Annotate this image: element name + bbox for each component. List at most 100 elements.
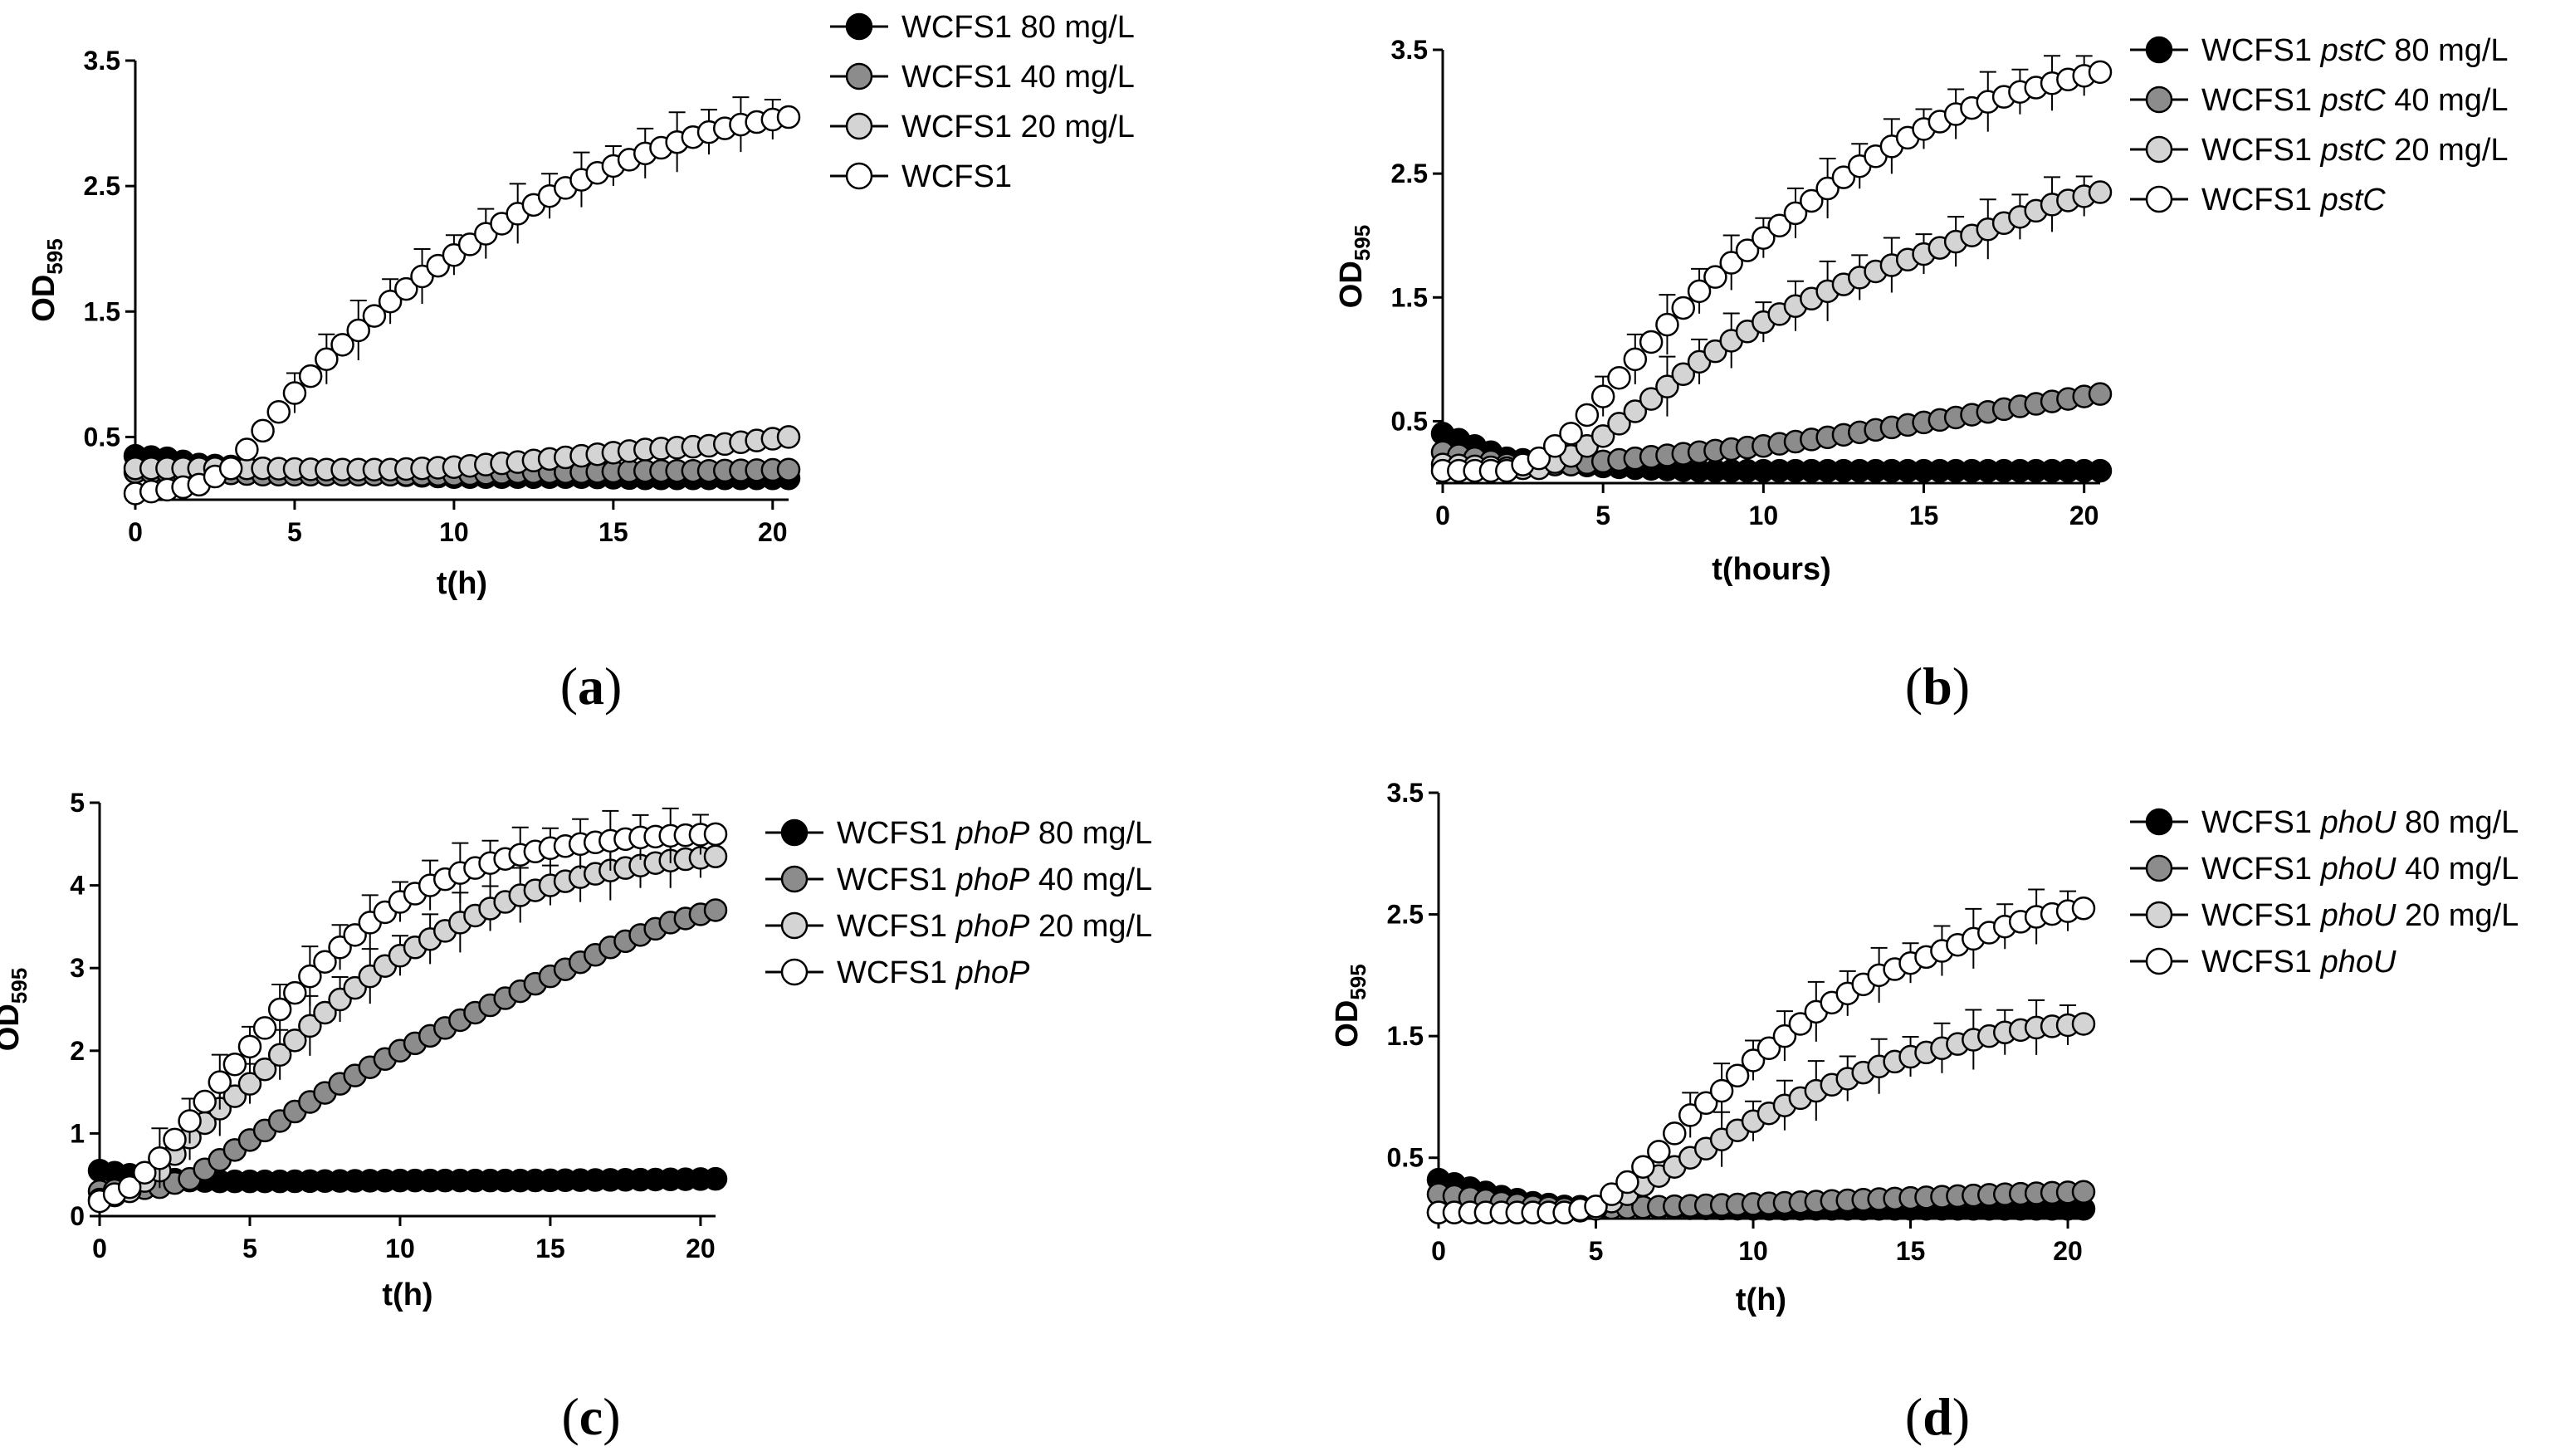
data-point	[313, 1000, 337, 1025]
chart-d: 0.5 1.5 2.5 3.5 0 5 10 15 20 t(h) OD595 WCFS1 phoU …	[1330, 778, 2519, 1317]
legend-item-control: WCFS1 pstC	[2130, 183, 2386, 217]
data-point	[282, 381, 307, 405]
data-point	[1575, 403, 1600, 428]
data-point	[776, 425, 801, 449]
legend-label: WCFS1 40 mg/L	[901, 60, 1135, 95]
panel-label-a: (a)	[560, 657, 623, 716]
legend-item-control: WCFS1 phoP	[765, 955, 1030, 990]
x-tick-label: 10	[439, 517, 469, 547]
legend-item-80: WCFS1 80 mg/L	[830, 10, 1135, 45]
y-tick-label: 0.5	[84, 422, 120, 452]
x-tick-label: 10	[1738, 1236, 1768, 1266]
y-tick-label: 5	[70, 788, 85, 818]
y-axis-label: OD595	[27, 238, 67, 321]
y-tick-label: 2.5	[1391, 159, 1428, 188]
y-tick-label: 4	[70, 871, 85, 901]
y-tick-label: 2.5	[84, 171, 120, 201]
legend-item-20: WCFS1 phoU 20 mg/L	[2130, 898, 2519, 933]
data-point	[315, 347, 339, 371]
data-point	[237, 1072, 262, 1096]
series-control	[123, 96, 801, 506]
data-point	[193, 1089, 217, 1114]
data-point	[1725, 1063, 1750, 1088]
data-point	[362, 304, 387, 328]
x-axis-label: t(h)	[382, 1278, 432, 1312]
y-tick-label: 0	[70, 1201, 85, 1231]
x-tick-label: 20	[2053, 1236, 2083, 1266]
legend-label: WCFS1 phoU 40 mg/L	[2201, 852, 2519, 887]
data-point	[1741, 1048, 1766, 1072]
data-point	[1678, 1103, 1703, 1127]
y-axis-label: OD595	[0, 968, 32, 1051]
data-point	[1831, 165, 1856, 189]
data-point	[252, 1057, 277, 1082]
y-tick-label: 3	[70, 953, 85, 983]
data-point	[251, 418, 275, 443]
legend-item-20: WCFS1 pstC 20 mg/L	[2130, 133, 2509, 168]
data-point	[330, 333, 354, 357]
data-point	[1647, 1140, 1671, 1164]
x-tick-label: 0	[92, 1234, 107, 1263]
data-point	[1687, 279, 1712, 304]
panel-label-c: (c)	[561, 1387, 620, 1446]
y-tick-label: 1.5	[84, 296, 120, 326]
legend-marker	[2145, 185, 2173, 213]
legend-label: WCFS1 20 mg/L	[901, 110, 1135, 144]
chart-a: 0.5 1.5 2.5 3.5 0 5 10 15 20 t(h) OD595 WCFS1 80 mg…	[27, 10, 1135, 601]
data-point	[235, 437, 259, 462]
legend-marker	[845, 12, 873, 41]
panel-label-b: (b)	[1905, 657, 1970, 716]
data-point	[1639, 387, 1664, 411]
y-tick-label: 1	[70, 1118, 85, 1148]
panel-label-d: (d)	[1905, 1387, 1970, 1446]
y-tick-label: 1.5	[1387, 1021, 1424, 1051]
legend-label: WCFS1 phoP	[837, 955, 1030, 990]
data-point	[267, 997, 292, 1022]
data-point	[1693, 1091, 1718, 1116]
data-point	[1527, 446, 1551, 471]
data-point	[703, 822, 728, 847]
data-point	[1607, 412, 1631, 436]
data-point	[298, 964, 322, 989]
legend-item-control: WCFS1 phoU	[2130, 945, 2397, 980]
data-point	[703, 898, 728, 922]
legend-item-80: WCFS1 phoP 80 mg/L	[765, 816, 1152, 851]
data-point	[346, 318, 370, 343]
data-point	[1703, 265, 1727, 289]
data-point	[1623, 399, 1648, 423]
data-point	[252, 1016, 277, 1040]
data-point	[163, 1127, 187, 1152]
data-point	[1767, 213, 1791, 238]
data-point	[298, 1014, 322, 1038]
x-axis-label: t(h)	[437, 566, 487, 601]
legend-marker	[2145, 808, 2173, 836]
y-tick-label: 3.5	[84, 46, 120, 76]
legend-item-40: WCFS1 40 mg/L	[830, 60, 1135, 95]
y-tick-label: 0.5	[1391, 406, 1428, 436]
data-point	[133, 1160, 157, 1185]
data-point	[1639, 330, 1664, 354]
legend-marker	[2145, 901, 2173, 929]
x-tick-label: 5	[1589, 1236, 1604, 1266]
data-point	[1584, 1195, 1608, 1219]
data-point	[222, 1052, 247, 1077]
x-tick-label: 15	[1909, 501, 1939, 530]
legend-marker	[780, 865, 809, 893]
data-point	[222, 1084, 247, 1108]
x-tick-label: 15	[599, 517, 628, 547]
legend-item-control: WCFS1	[830, 159, 1012, 194]
data-point	[266, 399, 291, 424]
chart-b: 0.5 1.5 2.5 3.5 0 5 10 15 20 t(hours) OD595 WCFS1 p…	[1334, 33, 2509, 587]
data-point	[298, 364, 323, 388]
data-point	[1600, 1182, 1624, 1206]
legend-item-80: WCFS1 pstC 80 mg/L	[2130, 33, 2509, 68]
x-tick-label: 10	[1749, 501, 1779, 530]
legend-label: WCFS1 pstC 80 mg/L	[2201, 33, 2509, 68]
data-point	[1663, 1121, 1687, 1146]
data-point	[703, 1166, 728, 1191]
data-point	[1772, 1024, 1797, 1048]
legend-marker	[2145, 135, 2173, 164]
data-point	[1655, 312, 1679, 337]
data-point	[178, 1109, 202, 1133]
